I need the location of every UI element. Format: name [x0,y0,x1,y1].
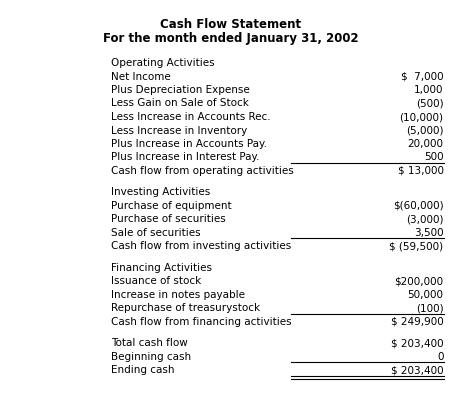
Text: Repurchase of treasurystock: Repurchase of treasurystock [111,303,260,313]
Text: For the month ended January 31, 2002: For the month ended January 31, 2002 [103,32,359,45]
Text: $ 249,900: $ 249,900 [391,316,444,326]
Text: Less Increase in Inventory: Less Increase in Inventory [111,125,247,135]
Text: Purchase of securities: Purchase of securities [111,214,225,224]
Text: (5,000): (5,000) [406,125,444,135]
Text: (10,000): (10,000) [400,112,444,122]
Text: Operating Activities: Operating Activities [111,58,214,68]
Text: Less Increase in Accounts Rec.: Less Increase in Accounts Rec. [111,112,271,122]
Text: Less Gain on Sale of Stock: Less Gain on Sale of Stock [111,98,249,108]
Text: Plus Increase in Interest Pay.: Plus Increase in Interest Pay. [111,152,259,162]
Text: Cash flow from investing activities: Cash flow from investing activities [111,241,291,251]
Text: Ending cash: Ending cash [111,365,174,375]
Text: (100): (100) [416,303,444,313]
Text: Issuance of stock: Issuance of stock [111,276,201,286]
Text: $ (59,500): $ (59,500) [389,241,444,251]
Text: Cash flow from operating activities: Cash flow from operating activities [111,166,294,176]
Text: $ 203,400: $ 203,400 [391,365,444,375]
Text: Total cash flow: Total cash flow [111,338,188,348]
Text: Plus Depreciation Expense: Plus Depreciation Expense [111,85,249,95]
Text: Beginning cash: Beginning cash [111,351,191,361]
Text: 3,500: 3,500 [414,227,444,237]
Text: 20,000: 20,000 [407,139,444,149]
Text: 1,000: 1,000 [414,85,444,95]
Text: (3,000): (3,000) [406,214,444,224]
Text: Sale of securities: Sale of securities [111,227,201,237]
Text: Cash Flow Statement: Cash Flow Statement [160,18,302,31]
Text: (500): (500) [416,98,444,108]
Text: $  7,000: $ 7,000 [401,71,444,81]
Text: $ 13,000: $ 13,000 [397,166,444,176]
Text: 500: 500 [424,152,444,162]
Text: Increase in notes payable: Increase in notes payable [111,289,245,299]
Text: Plus Increase in Accounts Pay.: Plus Increase in Accounts Pay. [111,139,267,149]
Text: Net Income: Net Income [111,71,170,81]
Text: 50,000: 50,000 [407,289,444,299]
Text: $200,000: $200,000 [395,276,444,286]
Text: $ 203,400: $ 203,400 [391,338,444,348]
Text: Cash flow from financing activities: Cash flow from financing activities [111,316,292,326]
Text: Investing Activities: Investing Activities [111,187,210,197]
Text: 0: 0 [437,351,444,361]
Text: Purchase of equipment: Purchase of equipment [111,200,231,211]
Text: $(60,000): $(60,000) [393,200,444,211]
Text: Financing Activities: Financing Activities [111,262,212,272]
